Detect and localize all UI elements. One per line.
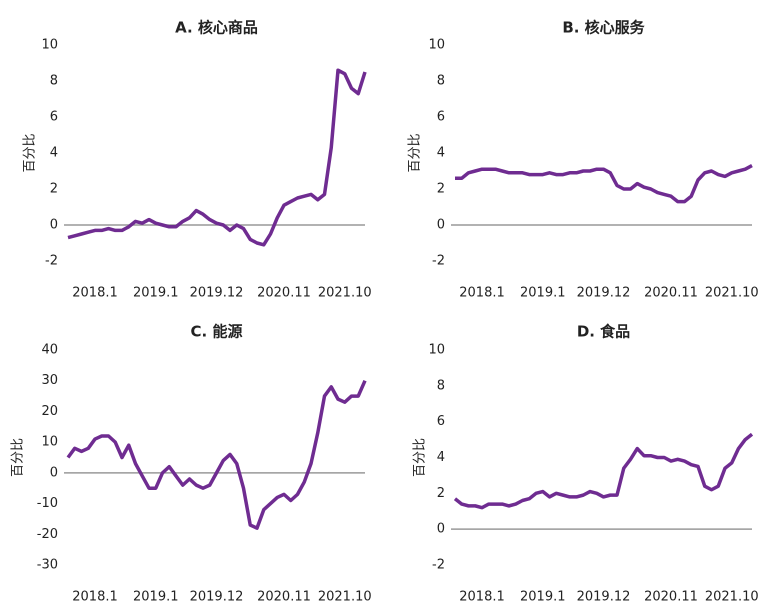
y-tick-label: 4 — [437, 146, 445, 161]
y-tick-label: -2 — [45, 254, 58, 269]
y-tick-label: 40 — [41, 343, 58, 358]
y-tick-label: -30 — [37, 558, 58, 573]
x-tick-label: 2019.1 — [133, 590, 179, 605]
y-tick-label: 10 — [428, 343, 445, 358]
x-tick-label: 2020.11 — [644, 286, 698, 301]
chart-title: B. 核心服务 — [562, 19, 645, 37]
y-tick-label: 10 — [428, 38, 445, 53]
x-tick-label: 2019.12 — [577, 286, 631, 301]
y-tick-label: 0 — [50, 465, 58, 480]
y-tick-label: -2 — [432, 558, 445, 573]
x-tick-label: 2019.1 — [133, 286, 179, 301]
y-tick-label: 2 — [50, 182, 58, 197]
y-axis-label: 百分比 — [11, 438, 26, 477]
y-tick-label: 8 — [437, 74, 445, 89]
x-tick-label: 2019.1 — [520, 286, 566, 301]
y-tick-label: 0 — [437, 218, 445, 233]
x-tick-label: 2021.10 — [705, 590, 758, 605]
y-tick-label: 4 — [50, 146, 58, 161]
y-tick-label: -2 — [432, 254, 445, 269]
y-tick-label: 4 — [437, 450, 445, 465]
data-line — [453, 432, 754, 510]
y-axis-label: 百分比 — [413, 438, 428, 477]
y-tick-label: 20 — [41, 404, 58, 419]
y-tick-label: -20 — [37, 527, 58, 542]
x-tick-label: 2018.1 — [459, 590, 505, 605]
y-tick-label: 0 — [50, 218, 58, 233]
x-tick-label: 2019.1 — [520, 590, 566, 605]
y-tick-label: 10 — [41, 38, 58, 53]
y-tick-label: 6 — [50, 110, 58, 125]
x-tick-label: 2019.12 — [577, 590, 631, 605]
x-tick-label: 2020.11 — [257, 286, 311, 301]
x-tick-label: 2021.10 — [318, 590, 372, 605]
x-tick-label: 2019.12 — [190, 286, 244, 301]
y-tick-label: -10 — [37, 496, 58, 511]
x-tick-label: 2018.1 — [459, 286, 505, 301]
y-tick-label: 8 — [437, 378, 445, 393]
y-tick-label: 10 — [41, 435, 58, 450]
y-axis-label: 百分比 — [408, 133, 423, 172]
chart-title: C. 能源 — [191, 323, 243, 341]
y-tick-label: 8 — [50, 74, 58, 89]
y-tick-label: 6 — [437, 110, 445, 125]
data-line — [67, 68, 367, 247]
data-line — [66, 380, 367, 530]
x-tick-label: 2018.1 — [72, 286, 118, 301]
chart-title: D. 食品 — [577, 323, 630, 341]
x-tick-label: 2020.11 — [644, 590, 698, 605]
y-axis-label: 百分比 — [23, 133, 38, 172]
data-line — [455, 164, 753, 204]
chart-title: A. 核心商品 — [175, 19, 258, 37]
y-tick-label: 2 — [437, 182, 445, 197]
x-tick-label: 2021.10 — [318, 286, 372, 301]
y-tick-label: 6 — [437, 414, 445, 429]
y-tick-label: 30 — [41, 373, 58, 388]
x-tick-label: 2018.1 — [72, 590, 118, 605]
x-tick-label: 2021.10 — [705, 286, 758, 301]
x-tick-label: 2019.12 — [190, 590, 244, 605]
y-tick-label: 2 — [437, 486, 445, 501]
y-tick-label: 0 — [437, 522, 445, 537]
x-tick-label: 2020.11 — [257, 590, 311, 605]
